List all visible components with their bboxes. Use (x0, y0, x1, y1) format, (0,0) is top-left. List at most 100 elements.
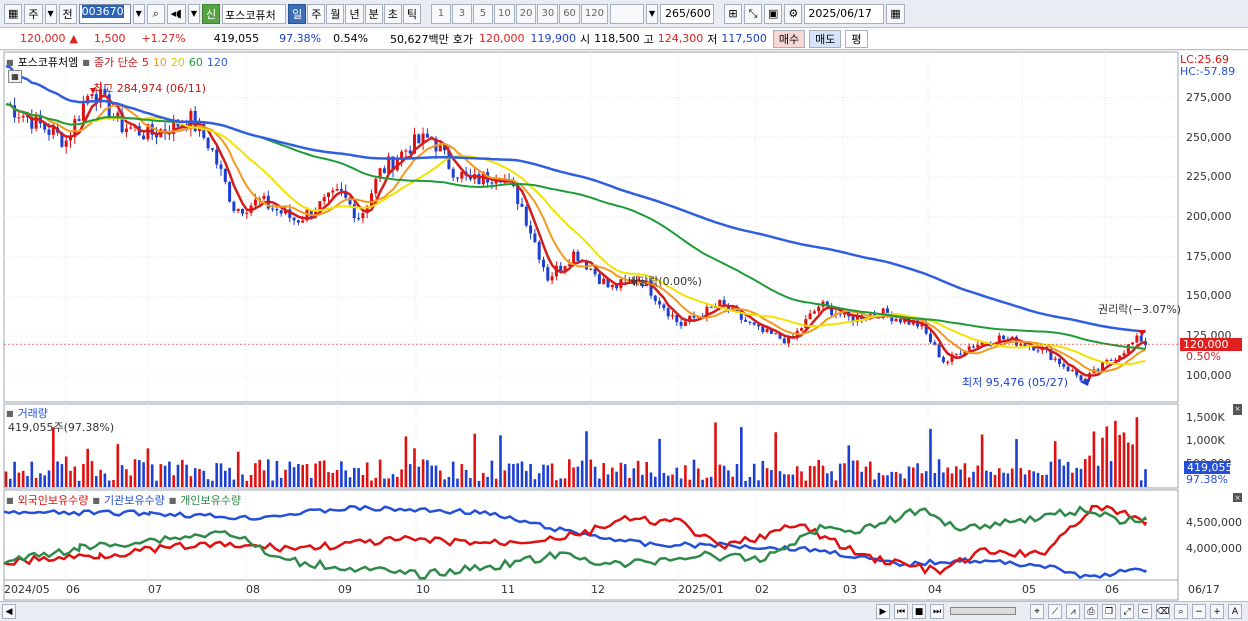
period-tab[interactable]: 분 (364, 3, 383, 24)
zoom-out-icon[interactable]: − (1192, 604, 1206, 619)
interval-tab[interactable]: 5 (472, 3, 493, 24)
interval-tab[interactable]: 30 (537, 3, 559, 24)
interval-tab[interactable]: 20 (515, 3, 537, 24)
period-dropdown-icon[interactable]: ▼ (44, 3, 57, 24)
calendar-icon[interactable]: ▦ (886, 3, 905, 24)
stop-icon[interactable]: ■ (912, 604, 926, 619)
volume-bar (748, 477, 752, 487)
period-tab[interactable]: 틱 (402, 3, 421, 24)
print-icon[interactable]: ⎙ (1084, 604, 1098, 619)
code-dropdown-icon[interactable]: ▼ (132, 3, 145, 24)
candle-body (709, 306, 713, 308)
price-panel-close-icon[interactable]: × (1233, 404, 1242, 413)
candle-body (946, 361, 950, 363)
chart-area[interactable] (0, 51, 1248, 601)
scroll-first-icon[interactable]: ⏮ (894, 604, 908, 619)
speaker-icon[interactable]: ◂◖ (166, 3, 186, 24)
legend-bullet-icon: ■ (6, 495, 14, 505)
period-tab[interactable]: 월 (326, 3, 345, 24)
candle-body (606, 278, 610, 288)
speaker-dropdown-icon[interactable]: ▼ (187, 3, 200, 24)
zoom-in-icon[interactable]: + (1210, 604, 1224, 619)
period-tab[interactable]: 초 (383, 3, 402, 24)
volume-bar (1006, 473, 1010, 487)
candle-body (550, 276, 554, 281)
volume-bar (580, 460, 584, 487)
stock-code-input[interactable]: 003670 (78, 3, 131, 24)
volume-bar (632, 468, 636, 487)
buy-button[interactable]: 매수 (772, 29, 806, 48)
volume-bar (202, 470, 206, 487)
volume-bar (714, 422, 717, 487)
interval-tab[interactable]: 3 (451, 3, 472, 24)
interval-tab[interactable]: 1 (430, 3, 451, 24)
prev-button[interactable]: 전 (58, 3, 77, 24)
candle-body (352, 204, 356, 219)
candle-body (722, 299, 726, 306)
chart-scrollbar[interactable]: ◀ ▶ ⏮ ■ ⏭ ⌖ ⟋ ⩘ ⎙ ❐ ⤢ ⊂ ⌫ ⌕ − + A (0, 601, 1248, 621)
volume-bar (920, 473, 924, 487)
bar-count-field[interactable]: 265/600 (660, 3, 715, 24)
interval-tab[interactable]: 120 (580, 3, 609, 24)
crosshair-icon[interactable]: ⌖ (1030, 604, 1044, 619)
interval-tab[interactable]: 10 (493, 3, 515, 24)
volume-bar (692, 459, 696, 487)
volume-bar (516, 463, 519, 487)
volume-bar (611, 467, 614, 487)
candle-body (1023, 343, 1027, 347)
save-icon[interactable]: ▣ (764, 3, 783, 24)
search-icon[interactable]: ⌕ (146, 3, 165, 24)
magnet-icon[interactable]: ⊂ (1138, 604, 1152, 619)
volume-bar (421, 459, 425, 487)
zoom-slider[interactable] (950, 607, 1016, 615)
chart-tools-icon[interactable]: ⊞ (724, 3, 743, 24)
volume-bar (628, 478, 631, 487)
eval-button[interactable]: 평 (845, 29, 868, 48)
eraser-icon[interactable]: ⌫ (1156, 604, 1170, 619)
interval-tab[interactable]: 60 (559, 3, 580, 24)
volume-bar (224, 470, 227, 487)
sell-button[interactable]: 매도 (809, 29, 842, 48)
period-tab[interactable]: 년 (345, 3, 364, 24)
candle-body (873, 314, 877, 316)
layout-icon[interactable]: ▦ (4, 3, 23, 24)
fibonacci-icon[interactable]: ⩘ (1066, 604, 1080, 619)
volume-bar (219, 463, 223, 487)
draw-line-icon[interactable]: ⟋ (1048, 604, 1062, 619)
volume-bar (851, 460, 855, 487)
period-select[interactable]: 주 (24, 3, 43, 24)
candle-body (494, 181, 498, 184)
scroll-right-icon[interactable]: ▶ (876, 604, 890, 619)
grid-toggle-icon[interactable]: ▦ (8, 70, 22, 83)
volume-bar (989, 471, 992, 487)
font-size-icon[interactable]: A (1228, 604, 1242, 619)
institution-holding-label: 기관보유수량 (103, 494, 165, 507)
copy-icon[interactable]: ❐ (1102, 604, 1116, 619)
period-tab[interactable]: 일 (288, 3, 307, 24)
trend-tool-icon[interactable]: ⤢ (1120, 604, 1134, 619)
candle-body (903, 318, 907, 323)
candle-body (688, 315, 692, 322)
gear-icon[interactable]: ⚙ (784, 3, 803, 24)
period-tab[interactable]: 주 (307, 3, 326, 24)
draw-tool-icon[interactable]: ⤡ (744, 3, 763, 24)
interval-custom-field[interactable] (610, 3, 645, 24)
volume-bar (1109, 461, 1113, 487)
volume-bar (980, 434, 984, 487)
holding-panel-close-icon[interactable]: × (1233, 493, 1242, 502)
bar-total-label: /600 (686, 6, 711, 20)
volume-bar (168, 461, 171, 487)
scroll-left-icon[interactable]: ◀ (2, 604, 16, 619)
volume-bar (929, 428, 932, 487)
candle-body (447, 150, 451, 169)
volume-bar (258, 459, 261, 487)
volume-bar (348, 477, 352, 487)
interval-dropdown-icon[interactable]: ▼ (646, 3, 659, 24)
candle-body (327, 192, 330, 198)
volume-bar (138, 460, 141, 487)
volume-bar (688, 479, 691, 487)
chart-canvas[interactable] (0, 51, 1248, 601)
zoom-search-icon[interactable]: ⌕ (1174, 604, 1188, 619)
date-field[interactable]: 2025/06/17 (804, 3, 885, 24)
scroll-last-icon[interactable]: ⏭ (930, 604, 944, 619)
